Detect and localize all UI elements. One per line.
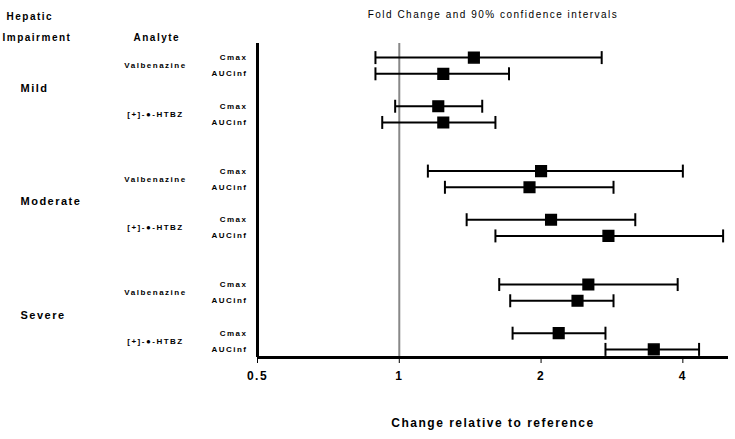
svg-text:0.5: 0.5: [247, 369, 268, 383]
svg-text:Valbenazine: Valbenazine: [124, 61, 186, 70]
svg-text:Hepatic: Hepatic: [7, 11, 54, 22]
svg-text:Valbenazine: Valbenazine: [124, 175, 186, 184]
svg-text:Cmax: Cmax: [220, 53, 248, 62]
svg-text:[+]-●-HTBZ: [+]-●-HTBZ: [127, 337, 184, 346]
svg-text:Cmax: Cmax: [220, 102, 248, 111]
svg-text:2: 2: [537, 369, 545, 383]
svg-text:Cmax: Cmax: [220, 215, 248, 224]
svg-text:Valbenazine: Valbenazine: [124, 288, 186, 297]
svg-text:AUCinf: AUCinf: [211, 118, 247, 127]
svg-text:Change relative to reference: Change relative to reference: [391, 416, 594, 430]
svg-text:AUCinf: AUCinf: [211, 345, 247, 354]
svg-text:Analyte: Analyte: [134, 32, 181, 43]
svg-text:Impairment: Impairment: [3, 32, 72, 43]
svg-text:Mild: Mild: [21, 82, 49, 94]
svg-text:Moderate: Moderate: [21, 195, 82, 207]
svg-text:Cmax: Cmax: [220, 167, 248, 176]
svg-text:Fold Change and 90% confidence: Fold Change and 90% confidence intervals: [368, 9, 619, 20]
svg-text:[+]-●-HTBZ: [+]-●-HTBZ: [127, 110, 184, 119]
svg-text:AUCinf: AUCinf: [211, 69, 247, 78]
svg-text:Cmax: Cmax: [220, 280, 248, 289]
svg-text:Severe: Severe: [21, 309, 66, 321]
svg-text:AUCinf: AUCinf: [211, 296, 247, 305]
svg-text:1: 1: [395, 369, 403, 383]
svg-text:Cmax: Cmax: [220, 329, 248, 338]
svg-text:AUCinf: AUCinf: [211, 231, 247, 240]
svg-text:4: 4: [679, 369, 687, 383]
svg-text:[+]-●-HTBZ: [+]-●-HTBZ: [127, 223, 184, 232]
svg-text:AUCinf: AUCinf: [211, 183, 247, 192]
